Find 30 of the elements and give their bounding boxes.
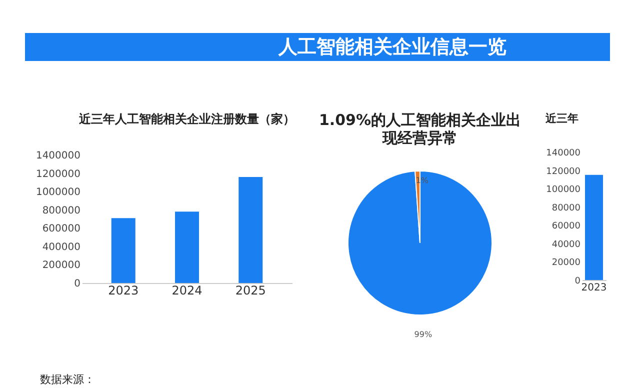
y-tick-label: 0	[74, 278, 80, 290]
y-tick-label: 60000	[552, 222, 581, 232]
y-tick-label: 200000	[42, 260, 80, 272]
y-tick-label: 1000000	[36, 187, 80, 198]
pie-slice	[348, 170, 492, 316]
y-tick-label: 100000	[546, 185, 581, 196]
bar	[238, 176, 263, 283]
bar	[175, 212, 199, 283]
chart-title: 近三年	[544, 112, 579, 125]
text: 人工智能相关企业信息一览	[25, 33, 610, 61]
y-tick-label: 800000	[42, 205, 80, 216]
chart-title: 近三年人工智能相关企业注册数量（家）	[78, 112, 295, 126]
y-tick-label: 1200000	[36, 168, 80, 180]
y-tick-label: 400000	[42, 242, 80, 253]
x-tick-label: 2023	[108, 284, 139, 298]
y-tick-label: 600000	[42, 224, 80, 235]
data-label: 99%	[414, 330, 432, 339]
y-tick-label: 20000	[552, 258, 581, 268]
y-tick-label: 140000	[546, 148, 581, 158]
y-tick-label: 120000	[546, 166, 581, 177]
chart-title: 1.09%的人工智能相关企业出现经营异常	[318, 111, 522, 147]
x-tick-label: 2023	[581, 282, 607, 294]
bar	[111, 218, 136, 283]
y-tick-label: 80000	[552, 203, 581, 214]
y-tick-label: 1400000	[36, 150, 80, 162]
x-tick-label: 2025	[235, 284, 266, 298]
source-note: 数据来源：	[40, 372, 95, 387]
y-tick-label: 40000	[552, 240, 581, 250]
x-tick-label: 2024	[172, 284, 202, 298]
y-tick-label: 0	[574, 276, 581, 286]
